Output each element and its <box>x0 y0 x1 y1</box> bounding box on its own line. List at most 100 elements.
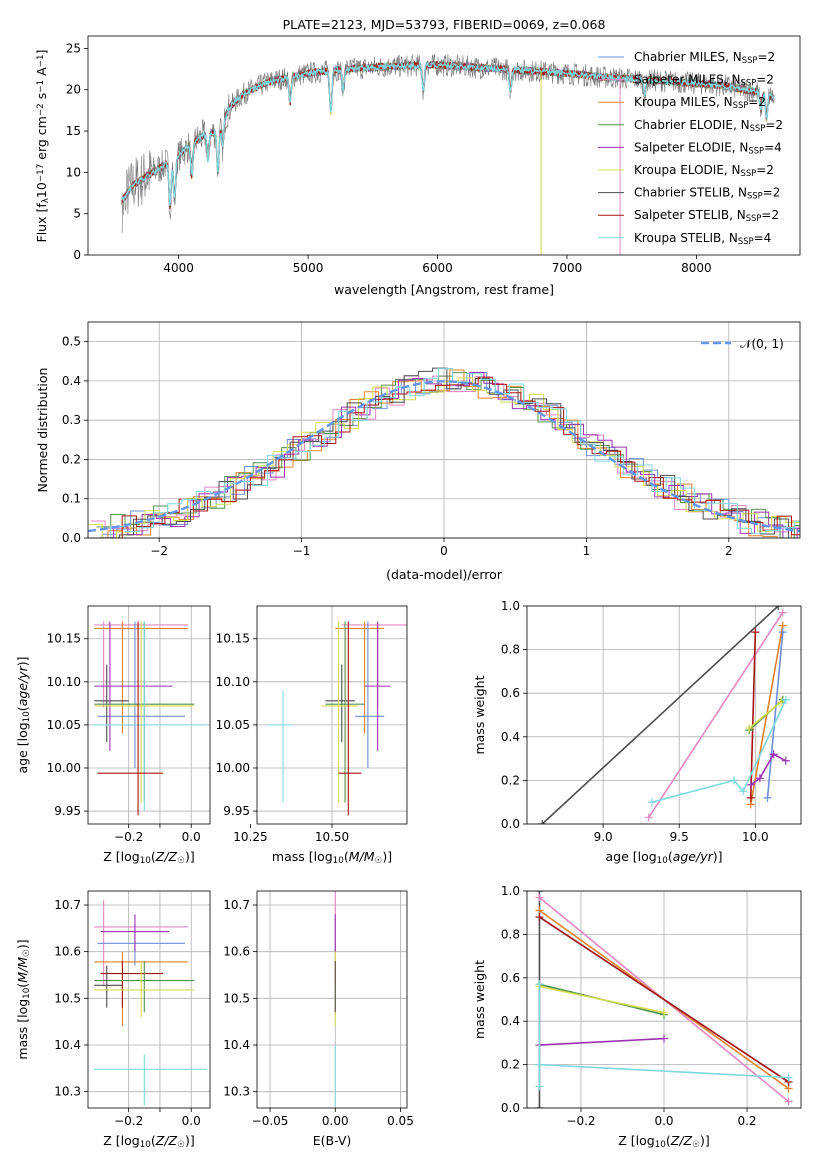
label-part: SSP <box>733 100 749 110</box>
histogram-step <box>99 371 800 538</box>
label-part: ( <box>15 983 30 988</box>
y-tick-label: 10.5 <box>223 991 250 1005</box>
label-part: =2 <box>756 73 774 87</box>
label-part: ☉ <box>22 949 32 957</box>
plot-area <box>94 900 207 1106</box>
y-axis-label: mass weight <box>472 960 487 1039</box>
label-part: SSP <box>741 78 757 88</box>
label-part: λ <box>41 198 51 203</box>
y-tick-label: 0.5 <box>62 335 81 349</box>
label-part: Chabrier STELIB, N <box>634 186 747 200</box>
marker <box>746 780 755 789</box>
y-tick-label: 0.2 <box>501 1058 520 1072</box>
weight-line <box>538 984 789 1087</box>
y-tick-label: 5 <box>73 207 81 221</box>
marker <box>755 774 764 783</box>
y-tick-label: 10 <box>66 165 81 179</box>
label-part: =2 <box>761 208 779 222</box>
marker <box>730 776 739 785</box>
y-axis-label: mass weight <box>472 675 487 754</box>
histogram-step <box>93 369 800 538</box>
x-axis-label: E(B-V) <box>313 1133 352 1148</box>
label-part: SSP <box>747 191 763 201</box>
x-axis-label: Z [log10(Z/Z☉)] <box>618 1133 709 1150</box>
y-tick-label: 0.0 <box>501 1101 520 1115</box>
marker <box>781 695 790 704</box>
label-part: 10 <box>22 988 32 999</box>
x-tick-label: 7000 <box>552 261 583 275</box>
histogram-step <box>90 375 800 533</box>
label-part: −17 <box>36 164 46 182</box>
y-tick-label: 10.3 <box>223 1085 250 1099</box>
x-axis-label: (data-model)/error <box>386 567 503 582</box>
label-part: ☉ <box>177 856 185 866</box>
x-axis-label: wavelength [Angstrom, rest frame] <box>334 282 554 297</box>
x-tick-label: 0.05 <box>387 1114 414 1128</box>
label-part: Flux [f <box>34 203 49 243</box>
weight-line <box>750 753 787 786</box>
label-part: E(B-V) <box>313 1133 352 1148</box>
x-tick-label: 2 <box>725 544 733 558</box>
marker <box>535 1060 544 1069</box>
label-part: s <box>34 93 49 104</box>
y-tick-label: 0 <box>73 248 81 262</box>
y-tick-label: 10.6 <box>223 945 250 959</box>
y-tick-label: 10.10 <box>47 675 81 689</box>
label-part: 10 <box>657 856 668 866</box>
marker <box>644 813 653 822</box>
label-part: Salpeter MILES, N <box>634 73 741 87</box>
plot-area <box>535 891 793 1108</box>
label-part: )] <box>700 1133 710 1148</box>
x-axis-label: age [log10(age/yr)] <box>605 849 722 866</box>
marker <box>778 608 787 617</box>
legend-item: Salpeter STELIB, NSSP=2 <box>634 208 779 223</box>
legend-item: Chabrier ELODIE, NSSP=2 <box>634 118 783 133</box>
x-tick-label: 9.5 <box>670 830 689 844</box>
axes-z-weight: −0.2 0.0 0.2 0.0 0.2 0.4 0.6 0.8 1.0 mass weight Z… <box>472 884 802 1150</box>
label-part: M/M <box>349 849 375 864</box>
label-part: )] <box>382 849 392 864</box>
y-tick-label: 10.6 <box>54 945 81 959</box>
y-tick-label: 9.95 <box>54 804 81 818</box>
label-part: =2 <box>748 95 766 109</box>
axes-spectrum: 4000 5000 6000 7000 8000 0 5 10 15 20 25 PLATE=2123… <box>34 17 801 297</box>
x-tick-label: 10.25 <box>233 830 267 844</box>
x-tick-label: 0.0 <box>182 1114 201 1128</box>
marker <box>763 793 772 802</box>
y-tick-label: 9.95 <box>223 804 250 818</box>
plot-area <box>94 621 207 816</box>
label-part: Kroupa STELIB, N <box>634 231 738 245</box>
axes-frame <box>526 605 802 825</box>
x-tick-label: −0.2 <box>114 1114 143 1128</box>
x-tick-label: 0.00 <box>322 1114 349 1128</box>
y-axis-label: mass [log10(M/M☉)] <box>15 939 32 1059</box>
y-tick-label: 0.1 <box>62 492 81 506</box>
label-part: mass [log <box>272 849 333 864</box>
label-part: Chabrier MILES, N <box>634 50 742 64</box>
marker <box>777 697 786 706</box>
label-part: SSP <box>741 168 757 178</box>
label-part: −1 <box>36 80 46 93</box>
marker <box>784 1073 793 1082</box>
x-tick-label: 10.50 <box>315 830 349 844</box>
x-tick-label: 5000 <box>293 261 324 275</box>
legend-item: Kroupa STELIB, NSSP=4 <box>634 231 771 246</box>
label-part: =2 <box>757 50 775 64</box>
label-part: age/yr <box>673 849 714 864</box>
label-part: ☉ <box>177 1140 185 1150</box>
label-part: 10 <box>140 1140 151 1150</box>
label-part: Z/Z <box>155 1133 178 1148</box>
label-part: mass [log <box>15 999 30 1060</box>
label-part: ] <box>34 50 49 55</box>
axes-z-mass: −0.2 0.010.310.410.510.610.7Z [log10(Z/Z☉… <box>15 890 211 1150</box>
y-tick-label: 10.10 <box>216 675 250 689</box>
legend-item: Kroupa ELODIE, NSSP=2 <box>634 163 774 178</box>
x-tick-label: 0.2 <box>737 1114 756 1128</box>
label-part: Salpeter STELIB, N <box>634 208 746 222</box>
label-part: Salpeter ELODIE, N <box>634 140 748 154</box>
label-part: Z/Z <box>670 1133 693 1148</box>
y-tick-label: 10.05 <box>47 718 81 732</box>
marker <box>535 913 544 922</box>
marker <box>784 1097 793 1106</box>
